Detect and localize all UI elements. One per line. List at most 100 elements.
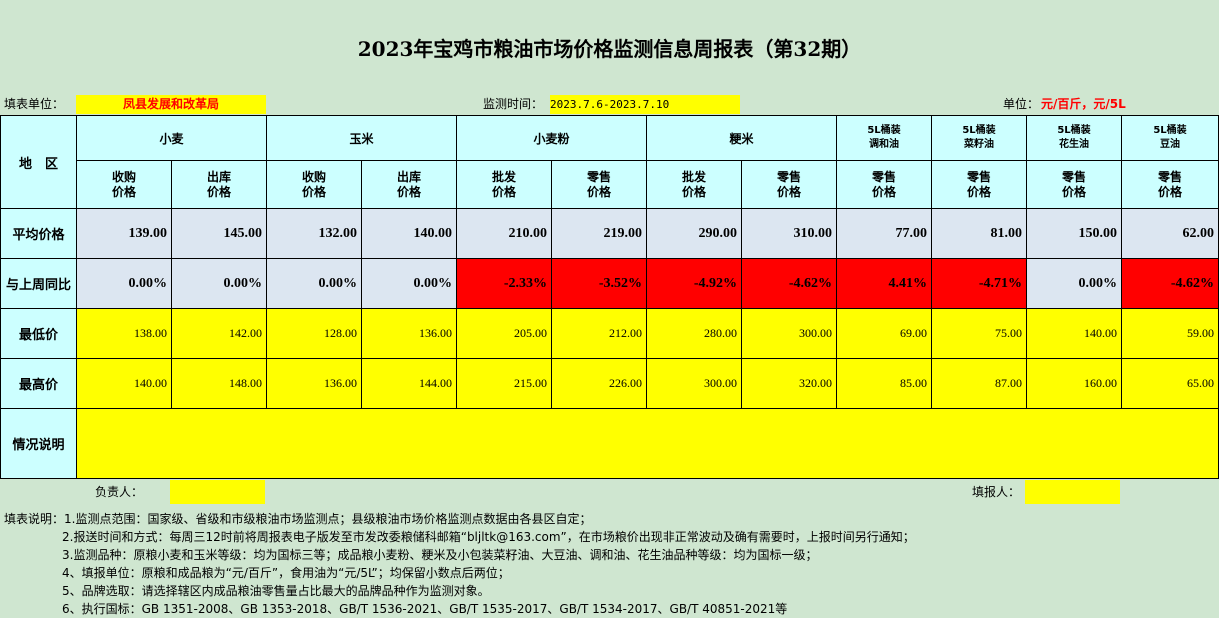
price-table: 地 区 小麦 玉米 小麦粉 粳米 5L桶装 调和油 5L桶装 菜籽油 5L桶装 花生油… <box>0 115 1219 479</box>
min-cell[interactable]: 212.00 <box>551 308 647 359</box>
min-cell[interactable]: 128.00 <box>266 308 362 359</box>
subheader-cell: 收购 价格 <box>76 160 172 209</box>
min-cell[interactable]: 69.00 <box>836 308 932 359</box>
note-line: 3.监测品种：原粮小麦和玉米等级：均为国标三等；成品粮小麦粉、粳米及小包装菜籽油… <box>62 548 818 562</box>
min-cell[interactable]: 138.00 <box>76 308 172 359</box>
group-header-peanut-oil: 5L桶装 花生油 <box>1026 115 1122 161</box>
owner-input[interactable] <box>170 480 265 504</box>
min-cell[interactable]: 75.00 <box>931 308 1027 359</box>
avg-cell[interactable]: 81.00 <box>931 208 1027 259</box>
min-cell[interactable]: 205.00 <box>456 308 552 359</box>
avg-cell[interactable]: 140.00 <box>361 208 457 259</box>
notes-row: 情况说明 <box>0 408 1219 479</box>
subheader-cell: 零售 价格 <box>551 160 647 209</box>
yoy-cell[interactable]: -4.92% <box>646 258 742 309</box>
avg-cell[interactable]: 132.00 <box>266 208 362 259</box>
avg-cell[interactable]: 310.00 <box>741 208 837 259</box>
min-cell[interactable]: 142.00 <box>171 308 267 359</box>
max-cell[interactable]: 148.00 <box>171 358 267 409</box>
yoy-cell[interactable]: 0.00% <box>266 258 362 309</box>
avg-cell[interactable]: 150.00 <box>1026 208 1122 259</box>
measure-label: 单位： <box>1003 97 1040 111</box>
filler-input[interactable] <box>1025 480 1120 504</box>
max-cell[interactable]: 85.00 <box>836 358 932 409</box>
avg-cell[interactable]: 77.00 <box>836 208 932 259</box>
yoy-cell[interactable]: -2.33% <box>456 258 552 309</box>
subheader-cell: 批发 价格 <box>456 160 552 209</box>
yoy-cell[interactable]: 0.00% <box>76 258 172 309</box>
row-label-max: 最高价 <box>0 358 77 409</box>
row-label-notes: 情况说明 <box>0 408 77 479</box>
note-line: 5、品牌选取：请选择辖区内成品粮油零售量占比最大的品牌品种作为监测对象。 <box>62 584 490 598</box>
avg-cell[interactable]: 290.00 <box>646 208 742 259</box>
row-label-avg: 平均价格 <box>0 208 77 259</box>
yoy-cell[interactable]: 4.41% <box>836 258 932 309</box>
min-cell[interactable]: 59.00 <box>1121 308 1219 359</box>
owner-label: 负责人： <box>95 485 144 499</box>
yoy-cell[interactable]: -4.71% <box>931 258 1027 309</box>
max-cell[interactable]: 226.00 <box>551 358 647 409</box>
unit-value[interactable]: 凤县发展和改革局 <box>76 95 266 114</box>
subheader-cell: 零售 价格 <box>931 160 1027 209</box>
avg-cell[interactable]: 145.00 <box>171 208 267 259</box>
max-row: 最高价 140.00 148.00 136.00 144.00 215.00 2… <box>0 358 1219 409</box>
max-cell[interactable]: 144.00 <box>361 358 457 409</box>
fill-instructions: 填表说明：1.监测点范围：国家级、省级和市级粮油市场监测点；县级粮油市场价格监测… <box>0 510 1219 618</box>
min-cell[interactable]: 300.00 <box>741 308 837 359</box>
note-line: 4、填报单位：原粮和成品粮为“元/百斤”，食用油为“元/5L”；均保留小数点后两… <box>62 566 510 580</box>
note-line: 6、执行国标：GB 1351-2008、GB 1353-2018、GB/T 15… <box>62 602 788 616</box>
avg-cell[interactable]: 62.00 <box>1121 208 1219 259</box>
group-header-blend-oil: 5L桶装 调和油 <box>836 115 932 161</box>
subheader-cell: 批发 价格 <box>646 160 742 209</box>
yoy-row: 与上周同比 0.00% 0.00% 0.00% 0.00% -2.33% -3.… <box>0 258 1219 309</box>
region-header: 地 区 <box>0 115 77 209</box>
max-cell[interactable]: 87.00 <box>931 358 1027 409</box>
max-cell[interactable]: 65.00 <box>1121 358 1219 409</box>
subheader-cell: 零售 价格 <box>1026 160 1122 209</box>
group-header-rice: 粳米 <box>646 115 837 161</box>
unit-label: 填表单位： <box>4 97 65 111</box>
subheader-cell: 出库 价格 <box>171 160 267 209</box>
max-cell[interactable]: 215.00 <box>456 358 552 409</box>
note-line: 填表说明：1.监测点范围：国家级、省级和市级粮油市场监测点；县级粮油市场价格监测… <box>4 512 592 526</box>
yoy-cell[interactable]: 0.00% <box>171 258 267 309</box>
row-label-yoy: 与上周同比 <box>0 258 77 309</box>
group-header-rapeseed-oil: 5L桶装 菜籽油 <box>931 115 1027 161</box>
min-cell[interactable]: 136.00 <box>361 308 457 359</box>
note-line: 2.报送时间和方式：每周三12时前将周报表电子版发至市发改委粮储科邮箱“bljl… <box>62 530 915 544</box>
notes-input[interactable] <box>76 408 1219 479</box>
max-cell[interactable]: 300.00 <box>646 358 742 409</box>
page-title: 2023年宝鸡市粮油市场价格监测信息周报表（第32期） <box>357 37 862 61</box>
group-header-corn: 玉米 <box>266 115 457 161</box>
group-header-soybean-oil: 5L桶装 豆油 <box>1121 115 1219 161</box>
yoy-cell[interactable]: -4.62% <box>741 258 837 309</box>
measure-value: 元/百斤，元/5L <box>1041 97 1126 111</box>
avg-cell[interactable]: 139.00 <box>76 208 172 259</box>
group-header-flour: 小麦粉 <box>456 115 647 161</box>
yoy-cell[interactable]: 0.00% <box>361 258 457 309</box>
max-cell[interactable]: 160.00 <box>1026 358 1122 409</box>
min-row: 最低价 138.00 142.00 128.00 136.00 205.00 2… <box>0 308 1219 359</box>
max-cell[interactable]: 136.00 <box>266 358 362 409</box>
yoy-cell[interactable]: -4.62% <box>1121 258 1219 309</box>
info-row: 填表单位： 凤县发展和改革局 监测时间： 2023.7.6-2023.7.10 … <box>0 95 1219 115</box>
subheader-cell: 零售 价格 <box>836 160 932 209</box>
max-cell[interactable]: 320.00 <box>741 358 837 409</box>
period-value[interactable]: 2023.7.6-2023.7.10 <box>550 95 740 114</box>
yoy-cell[interactable]: 0.00% <box>1026 258 1122 309</box>
avg-cell[interactable]: 219.00 <box>551 208 647 259</box>
yoy-cell[interactable]: -3.52% <box>551 258 647 309</box>
avg-cell[interactable]: 210.00 <box>456 208 552 259</box>
period-label: 监测时间： <box>483 97 544 111</box>
subheader-cell: 零售 价格 <box>1121 160 1219 209</box>
group-header-wheat: 小麦 <box>76 115 267 161</box>
min-cell[interactable]: 280.00 <box>646 308 742 359</box>
filler-label: 填报人： <box>972 485 1021 499</box>
avg-row: 平均价格 139.00 145.00 132.00 140.00 210.00 … <box>0 208 1219 259</box>
max-cell[interactable]: 140.00 <box>76 358 172 409</box>
row-label-min: 最低价 <box>0 308 77 359</box>
subheader-cell: 出库 价格 <box>361 160 457 209</box>
subheader-cell: 收购 价格 <box>266 160 362 209</box>
min-cell[interactable]: 140.00 <box>1026 308 1122 359</box>
subheader-cell: 零售 价格 <box>741 160 837 209</box>
